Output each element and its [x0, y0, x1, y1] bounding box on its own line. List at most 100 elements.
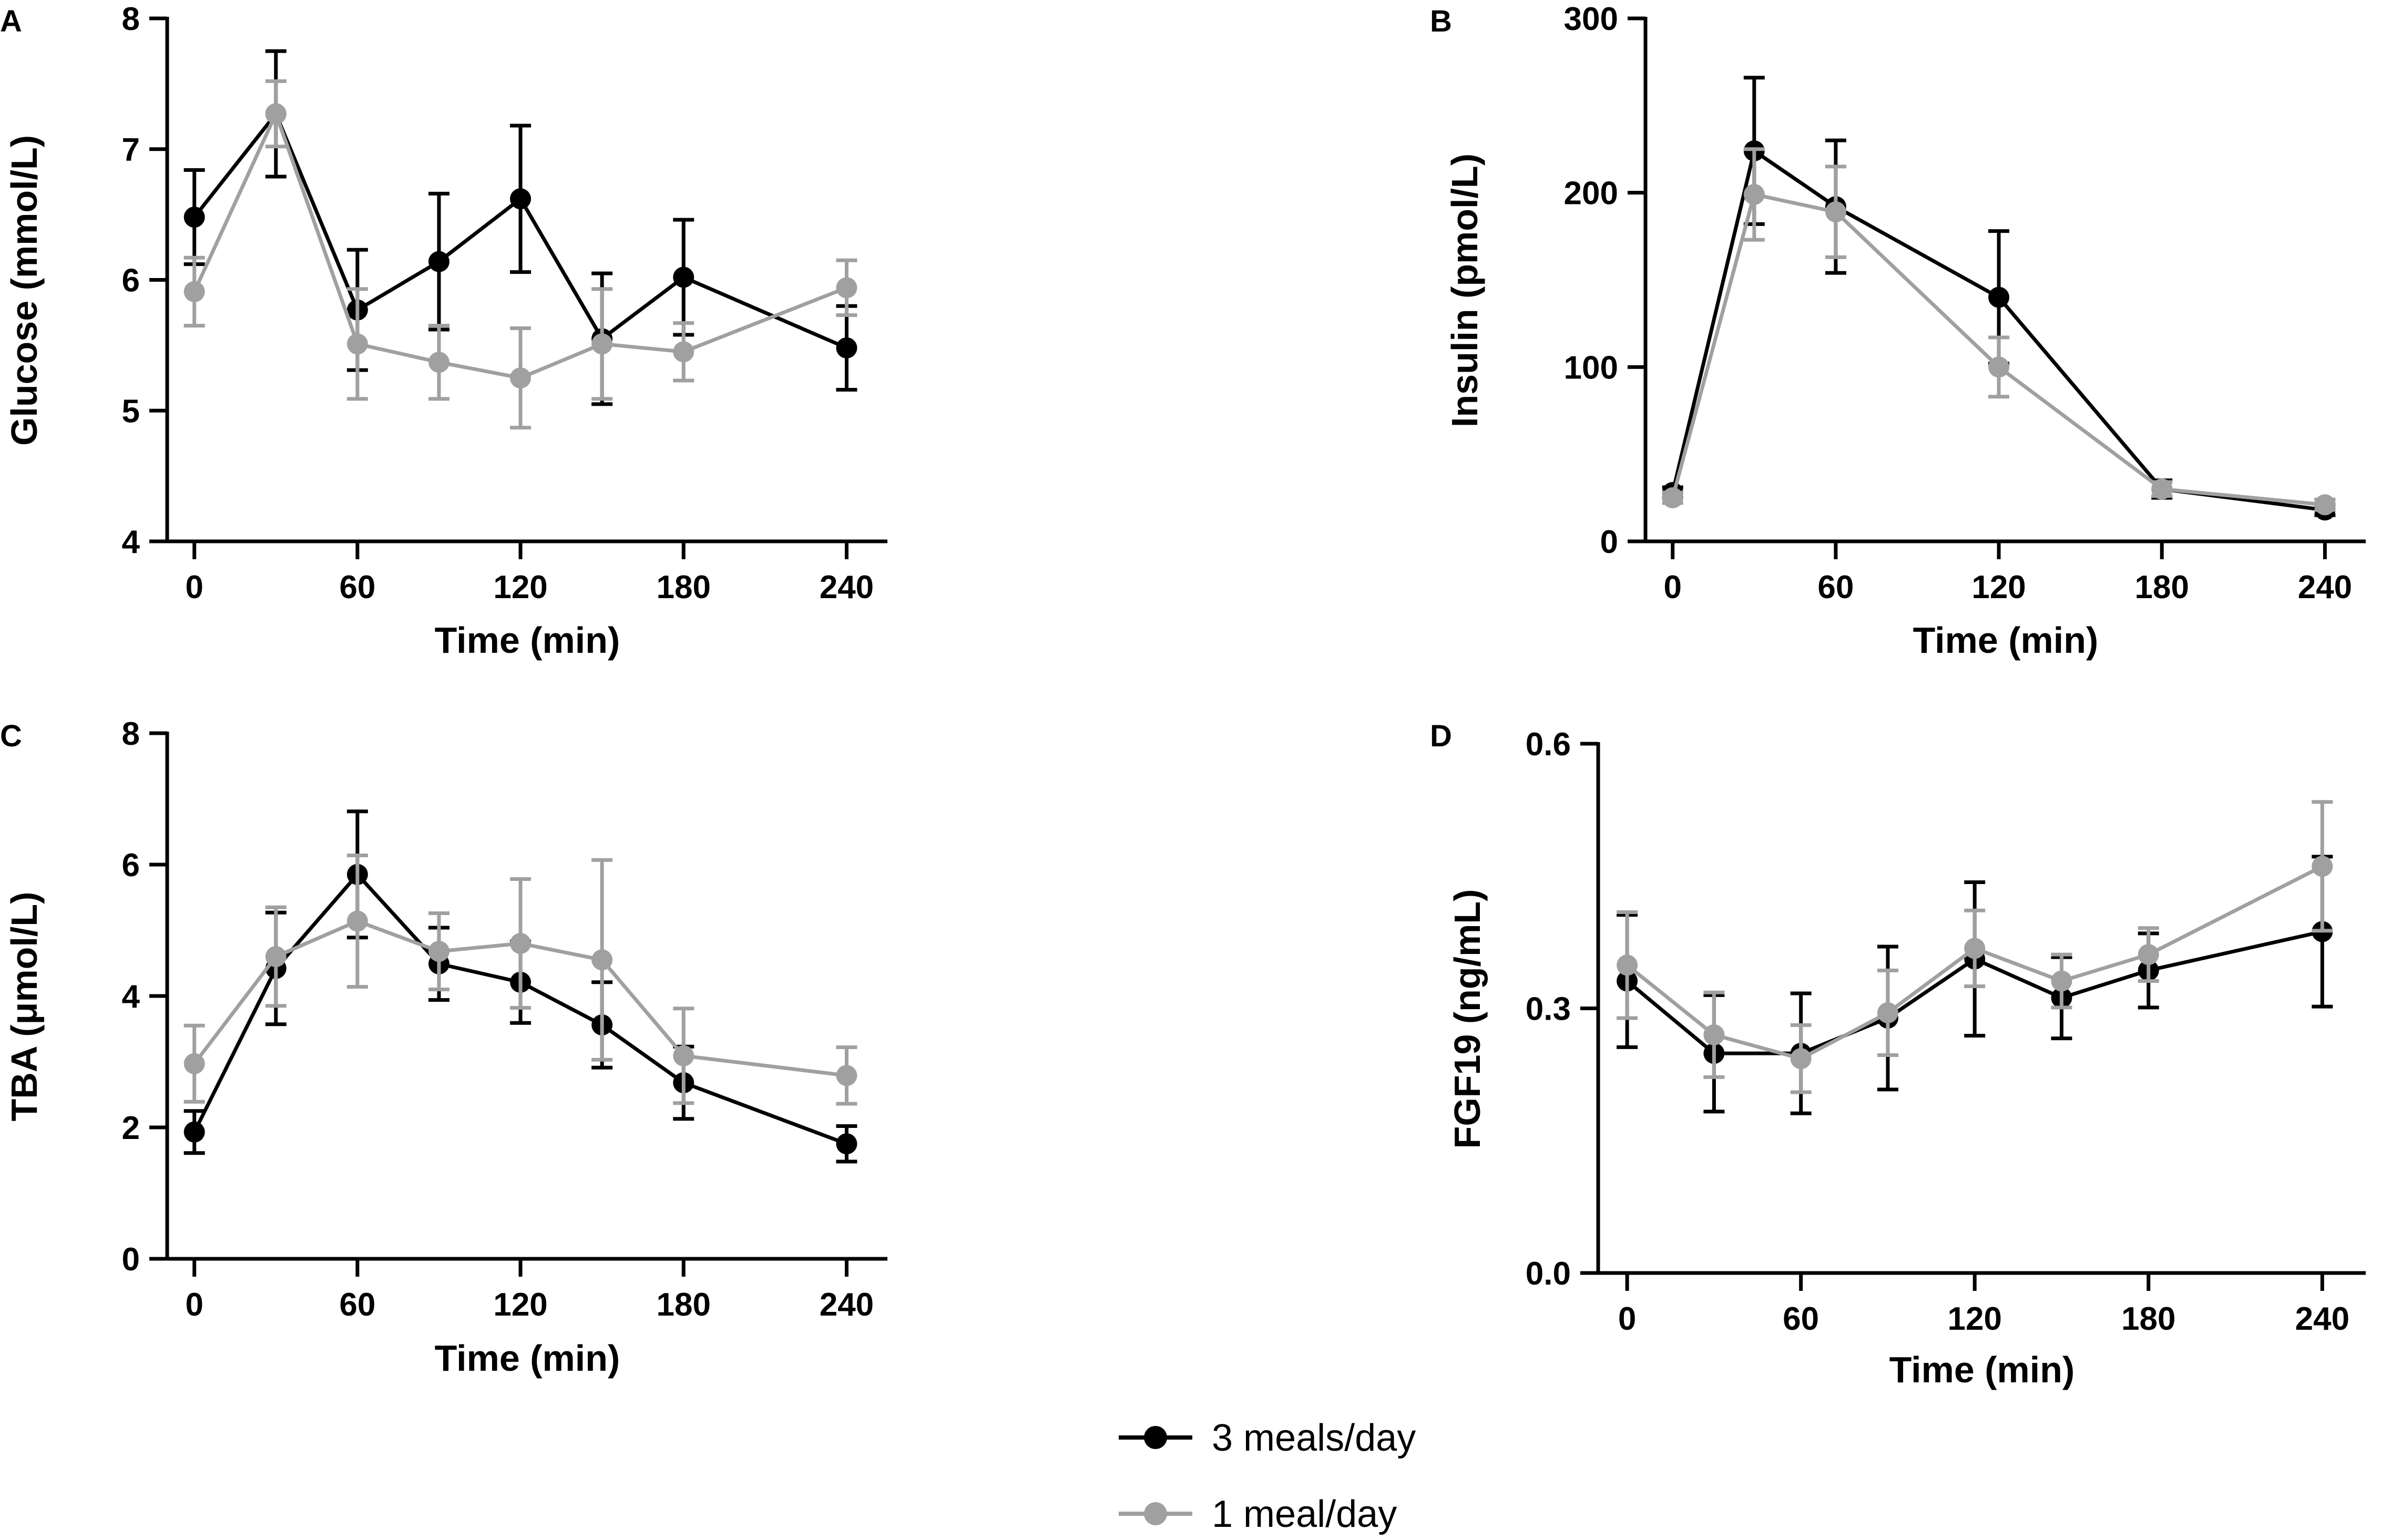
- x-tick-label: 120: [1947, 1301, 2001, 1337]
- series-line: [1626, 930, 2323, 1055]
- legend: 3 meals/day 1 meal/day: [1119, 1417, 1416, 1535]
- x-tick-label: 120: [493, 1287, 547, 1323]
- legend-label: 1 meal/day: [1212, 1493, 1397, 1535]
- y-tick-label: 0.3: [1526, 991, 1571, 1028]
- y-tick-label: 0: [122, 1241, 140, 1278]
- y-tick-label: 0: [1600, 524, 1618, 560]
- y-tick-label: 5: [122, 393, 140, 429]
- series-line: [1671, 192, 2325, 507]
- panel-letter: B: [1430, 4, 1452, 38]
- data-point: [1988, 356, 2010, 378]
- x-tick-label: 0: [185, 569, 203, 605]
- y-tick-label: 7: [122, 132, 140, 168]
- data-point: [428, 941, 449, 962]
- y-tick-label: 8: [122, 1, 140, 37]
- x-tick-label: 120: [493, 569, 547, 605]
- data-point: [428, 352, 449, 373]
- data-point: [1743, 183, 1765, 205]
- legend-item: 1 meal/day: [1119, 1493, 1397, 1535]
- data-point: [673, 1045, 694, 1066]
- y-tick-label: 300: [1564, 1, 1618, 37]
- series-line: [1626, 865, 2323, 1061]
- data-point: [2151, 478, 2173, 500]
- data-point: [591, 949, 613, 971]
- y-tick-label: 200: [1564, 176, 1618, 212]
- data-point: [346, 333, 368, 355]
- x-axis-title: Time (min): [435, 1338, 620, 1379]
- y-tick-label: 4: [122, 524, 140, 560]
- x-tick-label: 240: [820, 1287, 874, 1323]
- legend-label: 3 meals/day: [1212, 1417, 1416, 1459]
- x-tick-label: 240: [2298, 569, 2352, 605]
- x-tick-label: 180: [2121, 1301, 2175, 1337]
- data-point: [1662, 487, 1683, 509]
- y-tick-label: 4: [122, 979, 140, 1015]
- chart-panel-a: A 4 5 6 7 8 0 60 120 180 240 Time (min) Glucose (mmo…: [0, 1, 887, 661]
- x-axis-title: Time (min): [1913, 620, 2099, 661]
- legend-swatch-marker: [1144, 1426, 1167, 1449]
- series-line: [192, 919, 847, 1077]
- y-axis-title: FGF19 (ng/mL): [1447, 889, 1488, 1149]
- data-point: [265, 946, 287, 967]
- x-tick-label: 180: [657, 1287, 711, 1323]
- x-tick-label: 0: [185, 1287, 203, 1323]
- series-one-meal: [1617, 800, 2333, 1094]
- data-point: [1617, 954, 1638, 976]
- y-tick-label: 0.6: [1526, 726, 1571, 763]
- data-point: [346, 910, 368, 932]
- x-tick-label: 240: [820, 569, 874, 605]
- panel-letter: D: [1430, 719, 1452, 753]
- y-tick-label: 6: [122, 263, 140, 299]
- data-point: [1964, 938, 1986, 959]
- data-point: [673, 266, 694, 288]
- x-tick-label: 60: [339, 1287, 375, 1323]
- y-axis-title: TBA (μmol/L): [4, 892, 45, 1122]
- chart-panel-d: D 0.0 0.3 0.6 0 60 120 180 240 Time (min) FGF19 (n…: [1430, 719, 2366, 1390]
- x-axis-title: Time (min): [1889, 1349, 2075, 1390]
- data-point: [1703, 1024, 1725, 1045]
- data-point: [510, 933, 531, 954]
- y-tick-label: 100: [1564, 350, 1618, 386]
- data-point: [2312, 856, 2333, 877]
- legend-swatch-marker: [1144, 1502, 1167, 1525]
- series-one-meal: [183, 79, 857, 430]
- data-point: [2138, 944, 2159, 966]
- data-point: [591, 333, 613, 355]
- data-point: [1825, 201, 1846, 223]
- legend-item: 3 meals/day: [1119, 1417, 1416, 1459]
- series-line: [192, 112, 847, 350]
- series-three-meals: [1662, 76, 2336, 521]
- series-line: [192, 112, 847, 380]
- x-tick-label: 240: [2295, 1301, 2349, 1337]
- chart-panel-c: C 0 2 4 6 8 0 60 120 180 240 Time (min) TBA (μmol/L): [0, 716, 887, 1379]
- data-point: [2051, 970, 2072, 992]
- panel-letter: A: [0, 4, 22, 38]
- x-tick-label: 60: [1817, 569, 1854, 605]
- series-line: [192, 872, 847, 1146]
- panel-letter: C: [0, 719, 22, 753]
- data-point: [2314, 494, 2336, 516]
- data-point: [183, 207, 205, 228]
- y-tick-label: 0.0: [1526, 1256, 1571, 1292]
- y-axis-title: Insulin (pmol/L): [1444, 153, 1485, 427]
- data-point: [836, 1133, 857, 1155]
- data-point: [1790, 1048, 1812, 1070]
- data-point: [265, 103, 287, 125]
- y-axis-title: Glucose (mmol/L): [4, 135, 45, 446]
- x-axis-title: Time (min): [435, 620, 620, 661]
- data-point: [836, 277, 857, 299]
- y-tick-label: 8: [122, 716, 140, 752]
- series-one-meal: [1662, 147, 2336, 516]
- data-point: [836, 1065, 857, 1086]
- data-point: [510, 188, 531, 210]
- x-tick-label: 180: [657, 569, 711, 605]
- x-tick-label: 60: [339, 569, 375, 605]
- data-point: [1988, 286, 2010, 308]
- y-tick-label: 2: [122, 1110, 140, 1146]
- data-point: [428, 251, 449, 272]
- x-tick-label: 180: [2135, 569, 2189, 605]
- data-point: [673, 341, 694, 363]
- x-tick-label: 0: [1663, 569, 1681, 605]
- data-point: [836, 337, 857, 358]
